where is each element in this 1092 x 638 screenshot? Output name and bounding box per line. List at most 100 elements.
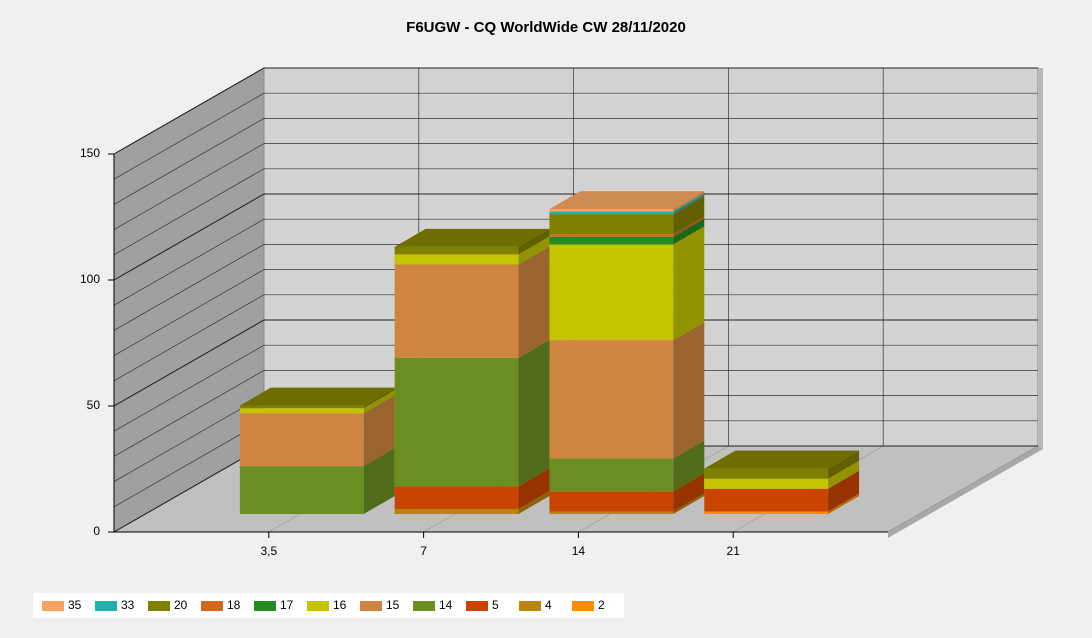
bar-segment (394, 254, 519, 265)
bar-segment (394, 264, 519, 358)
bar-segment-side (518, 468, 550, 509)
bar-segment (704, 511, 829, 514)
legend-label: 14 (439, 598, 453, 612)
legend-label: 5 (492, 598, 499, 612)
bar-top (704, 450, 860, 469)
bar-segment-side (673, 226, 705, 341)
minor-grid-line (113, 344, 1038, 432)
bar-segment-side (518, 236, 550, 265)
minor-grid-line (113, 244, 1038, 331)
bar-segment-side (673, 218, 705, 245)
legend-swatch (201, 601, 223, 611)
bar-segment-side (828, 493, 860, 514)
legend-swatch (572, 601, 594, 611)
bar-segment-side (828, 470, 860, 512)
bar-segment-side (828, 460, 860, 489)
bar-segment (394, 486, 519, 509)
bar-segment-side (518, 246, 550, 358)
bar-segment-side (673, 196, 705, 235)
bar-segment-side (363, 448, 395, 514)
minor-grid-line (113, 218, 1038, 306)
legend-label: 17 (280, 598, 294, 612)
bar-segment-side (518, 490, 550, 514)
bar-segment (549, 236, 674, 245)
bar-segment (549, 234, 674, 237)
minor-grid-line (113, 168, 1038, 256)
legend-swatch (42, 601, 64, 611)
legend-swatch (413, 601, 435, 611)
bar-segment (549, 244, 674, 341)
bar-segment (239, 405, 364, 409)
minor-grid-line (113, 269, 1038, 356)
floor-edge (888, 446, 1043, 538)
x-tick-label: 21 (727, 544, 741, 558)
x-tick-label: 3,5 (260, 544, 277, 558)
bar-segment-side (363, 390, 395, 414)
minor-grid-line (113, 118, 1038, 205)
legend-label: 33 (121, 598, 135, 612)
grid-line (113, 193, 1038, 281)
bar-segment (239, 408, 364, 414)
legend-swatch (307, 601, 329, 611)
back-wall-edge (1038, 68, 1043, 449)
bar-segment-side (673, 193, 705, 215)
minor-grid-line (113, 294, 1038, 382)
bar-segment (704, 468, 829, 479)
grid-line (113, 67, 1038, 155)
bar-segment (549, 340, 674, 459)
bar-segment-side (828, 450, 860, 479)
legend-label: 35 (68, 598, 82, 612)
y-tick-label: 150 (80, 146, 100, 160)
bar-segment (239, 466, 364, 514)
bar-segment-side (518, 339, 550, 487)
bar-segment-side (673, 440, 705, 492)
grid-line (113, 319, 1038, 407)
legend-swatch (148, 601, 170, 611)
legend-swatch (519, 601, 541, 611)
bar-top (549, 191, 705, 210)
bar-segment (549, 211, 674, 215)
bar-segment (549, 511, 674, 514)
minor-grid-line (113, 370, 1038, 457)
legend-swatch (360, 601, 382, 611)
bar-segment (394, 357, 519, 487)
bar-segment (394, 508, 519, 514)
legend: 35 33 20 18 17 16 15 14 5 4 2 (33, 593, 624, 618)
chart-title: F6UGW - CQ WorldWide CW 28/11/2020 (406, 19, 686, 36)
bar-segment-side (363, 395, 395, 467)
bar-segment (549, 458, 674, 492)
x-tick-label: 7 (420, 544, 427, 558)
bar-segment-side (673, 216, 705, 237)
legend-label: 20 (174, 598, 188, 612)
legend-label: 4 (545, 598, 552, 612)
bar-top (394, 228, 550, 247)
y-tick-label: 50 (87, 398, 101, 412)
bar-segment (239, 413, 364, 467)
bar-segment-side (673, 191, 705, 212)
bar-segment (549, 491, 674, 512)
bar-segment (549, 209, 674, 212)
legend-label: 2 (598, 598, 605, 612)
legend-label: 16 (333, 598, 347, 612)
legend-swatch (95, 601, 117, 611)
x-tick-label: 14 (572, 544, 586, 558)
legend-label: 18 (227, 598, 241, 612)
legend-swatch (254, 601, 276, 611)
bar-segment (704, 478, 829, 489)
bar-segment-side (673, 493, 705, 514)
bar-segment-side (363, 387, 395, 409)
y-tick-label: 100 (80, 272, 100, 286)
bar-segment-side (673, 322, 705, 459)
minor-grid-line (113, 143, 1038, 230)
bar-segment (549, 214, 674, 235)
bar-segment-side (518, 228, 550, 255)
minor-grid-line (113, 92, 1038, 180)
bar-top (239, 387, 395, 406)
bar-segment (394, 246, 519, 255)
legend-swatch (466, 601, 488, 611)
bar-segment-side (673, 473, 705, 512)
y-tick-label: 0 (93, 524, 100, 538)
bar-segment (704, 488, 829, 512)
legend-label: 15 (386, 598, 400, 612)
